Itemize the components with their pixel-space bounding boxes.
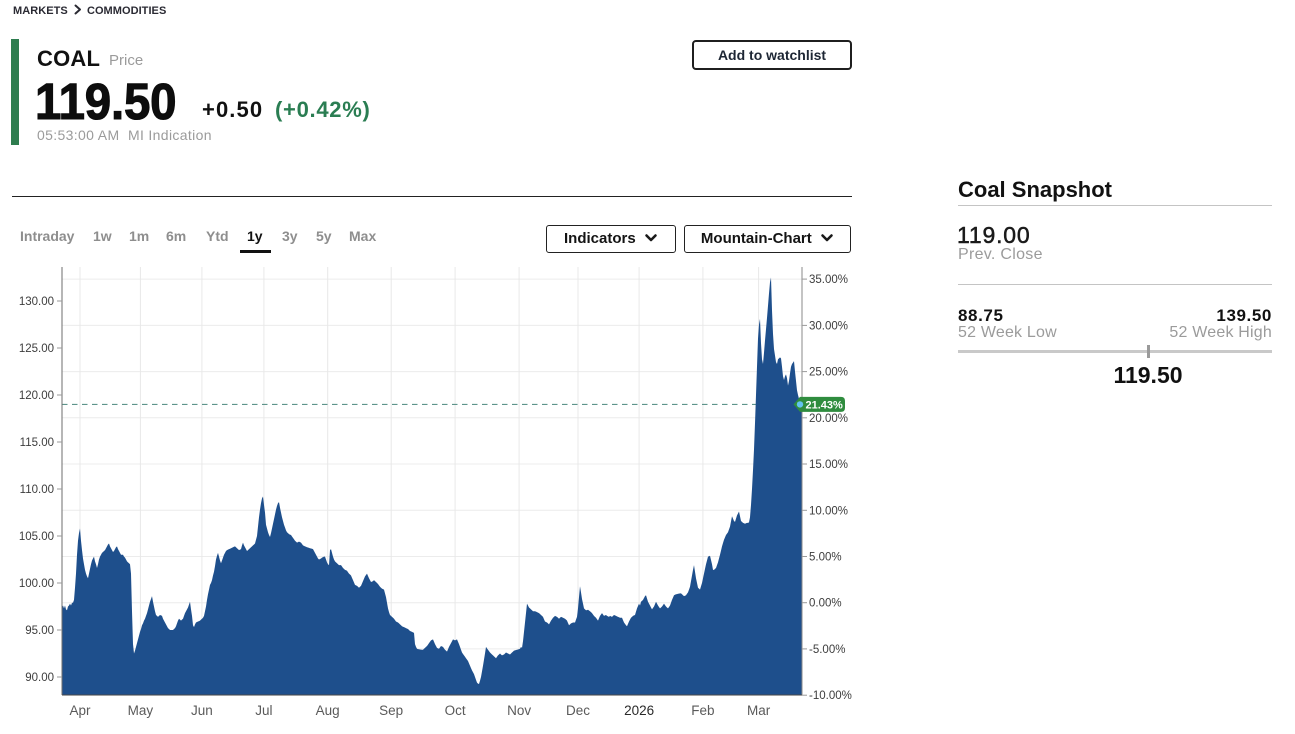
svg-text:20.00%: 20.00% [809, 413, 848, 425]
svg-text:21.43%: 21.43% [806, 399, 844, 411]
svg-text:5.00%: 5.00% [809, 552, 842, 564]
svg-text:Mar: Mar [747, 703, 771, 718]
svg-text:10.00%: 10.00% [809, 505, 848, 517]
svg-text:25.00%: 25.00% [809, 367, 848, 379]
svg-text:130.00: 130.00 [19, 296, 54, 308]
svg-text:2026: 2026 [624, 703, 654, 718]
svg-text:-10.00%: -10.00% [809, 690, 852, 702]
svg-text:100.00: 100.00 [19, 578, 54, 590]
svg-text:-5.00%: -5.00% [809, 644, 845, 656]
svg-text:Jul: Jul [255, 703, 272, 718]
svg-text:Jun: Jun [191, 703, 213, 718]
svg-text:120.00: 120.00 [19, 390, 54, 402]
svg-text:Oct: Oct [445, 703, 466, 718]
svg-text:30.00%: 30.00% [809, 320, 848, 332]
svg-text:May: May [128, 703, 154, 718]
svg-text:125.00: 125.00 [19, 343, 54, 355]
svg-text:35.00%: 35.00% [809, 274, 848, 286]
svg-text:15.00%: 15.00% [809, 459, 848, 471]
svg-text:Apr: Apr [69, 703, 91, 718]
svg-text:Aug: Aug [316, 703, 340, 718]
svg-text:95.00: 95.00 [25, 625, 54, 637]
svg-text:110.00: 110.00 [20, 484, 54, 496]
svg-text:Feb: Feb [691, 703, 714, 718]
svg-text:105.00: 105.00 [19, 531, 54, 543]
svg-text:Nov: Nov [507, 703, 531, 718]
svg-text:Dec: Dec [566, 703, 590, 718]
svg-text:90.00: 90.00 [25, 672, 54, 684]
svg-text:Sep: Sep [379, 703, 403, 718]
svg-text:115.00: 115.00 [20, 437, 54, 449]
svg-text:0.00%: 0.00% [809, 598, 842, 610]
